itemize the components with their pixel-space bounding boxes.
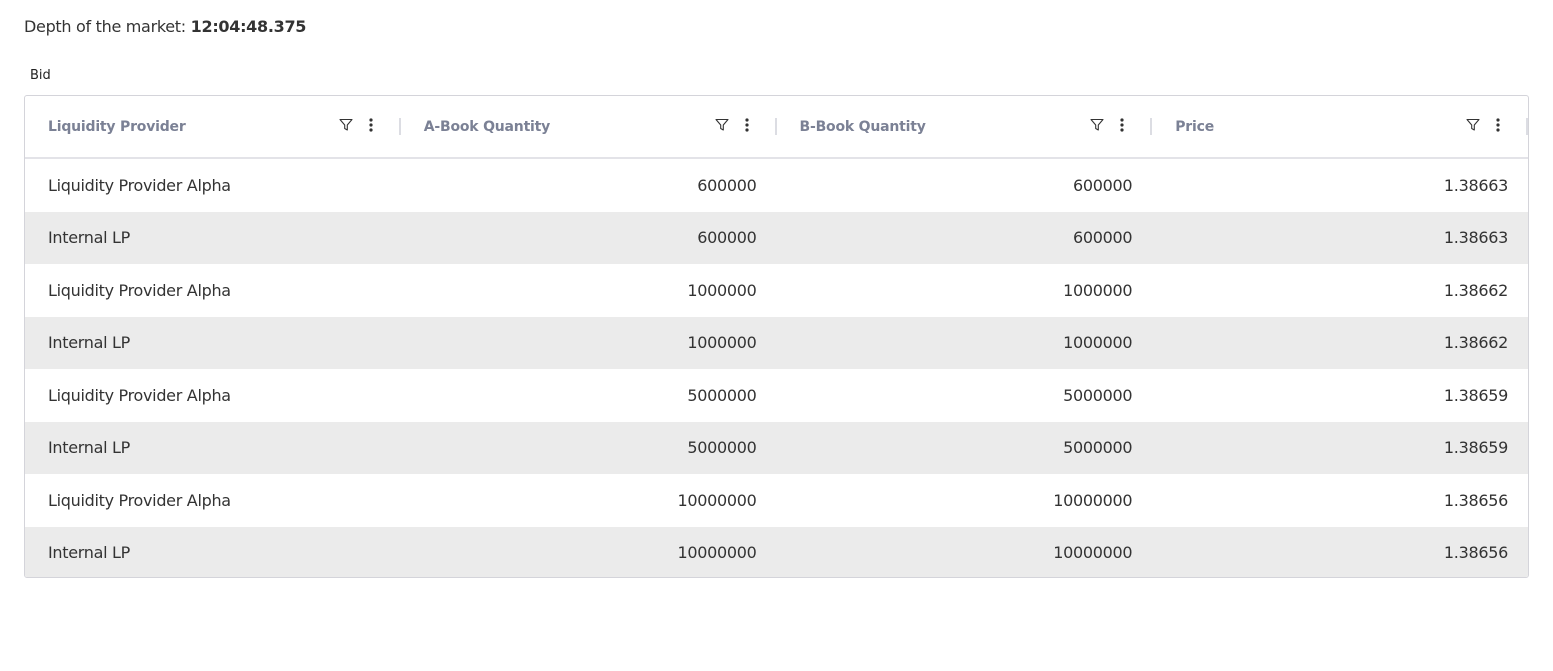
cell-price: 1.38663 — [1443, 175, 1508, 195]
bid-table: Liquidity Provider A-Book Quantity B-Boo… — [24, 95, 1529, 578]
kebab-menu-icon[interactable] — [369, 118, 373, 132]
column-resize-handle[interactable] — [398, 118, 401, 135]
cell-price: 1.38659 — [1443, 385, 1508, 405]
filter-icon[interactable] — [1090, 118, 1104, 132]
cell-b-book-quantity: 600000 — [1072, 175, 1133, 195]
cell-liquidity-provider: Liquidity Provider Alpha — [48, 175, 231, 195]
table-row[interactable]: Internal LP 10000000 10000000 1.38656 — [25, 526, 1528, 577]
cell-b-book-quantity: 10000000 — [1053, 543, 1133, 563]
table-row[interactable]: Liquidity Provider Alpha 600000 600000 1.38… — [25, 159, 1528, 212]
cell-price: 1.38662 — [1443, 333, 1508, 353]
column-header-a-book-quantity[interactable]: A-Book Quantity — [401, 96, 777, 157]
column-label: B-Book Quantity — [799, 118, 926, 135]
column-resize-handle[interactable] — [774, 118, 777, 135]
table-row[interactable]: Liquidity Provider Alpha 10000000 10000000… — [25, 474, 1528, 527]
bid-section-label: Bid — [30, 68, 51, 83]
table-row[interactable]: Liquidity Provider Alpha 1000000 1000000 1.… — [25, 264, 1528, 317]
table-row[interactable]: Liquidity Provider Alpha 5000000 5000000 1.… — [25, 369, 1528, 422]
cell-liquidity-provider: Internal LP — [48, 543, 131, 563]
table-row[interactable]: Internal LP 1000000 1000000 1.38662 — [25, 316, 1528, 369]
table-row[interactable]: Internal LP 600000 600000 1.38663 — [25, 211, 1528, 264]
cell-b-book-quantity: 1000000 — [1063, 333, 1133, 353]
cell-b-book-quantity: 600000 — [1072, 228, 1133, 248]
cell-a-book-quantity: 600000 — [697, 228, 757, 248]
kebab-menu-icon[interactable] — [1120, 118, 1124, 132]
column-label: Liquidity Provider — [48, 118, 186, 135]
table-body: Liquidity Provider Alpha 600000 600000 1.38… — [25, 159, 1528, 577]
column-header-b-book-quantity[interactable]: B-Book Quantity — [777, 96, 1153, 157]
column-label: A-Book Quantity — [423, 118, 551, 135]
page-title: Depth of the market: 12:04:48.375 — [24, 17, 306, 36]
cell-liquidity-provider: Internal LP — [48, 438, 131, 458]
cell-a-book-quantity: 10000000 — [677, 490, 757, 510]
kebab-menu-icon[interactable] — [744, 118, 749, 132]
filter-icon[interactable] — [1466, 118, 1480, 132]
cell-b-book-quantity: 10000000 — [1053, 490, 1133, 510]
cell-liquidity-provider: Liquidity Provider Alpha — [48, 490, 231, 510]
column-header-liquidity-provider[interactable]: Liquidity Provider — [25, 96, 401, 157]
market-timestamp: 12:04:48.375 — [190, 17, 307, 36]
cell-liquidity-provider: Internal LP — [48, 333, 131, 353]
cell-a-book-quantity: 10000000 — [677, 543, 757, 563]
cell-a-book-quantity: 1000000 — [687, 280, 757, 300]
cell-price: 1.38656 — [1443, 543, 1508, 563]
filter-icon[interactable] — [714, 118, 729, 132]
column-resize-handle[interactable] — [1526, 118, 1528, 135]
table-row[interactable]: Internal LP 5000000 5000000 1.38659 — [25, 421, 1528, 474]
cell-a-book-quantity: 1000000 — [687, 333, 757, 353]
kebab-menu-icon[interactable] — [1496, 118, 1500, 132]
cell-price: 1.38656 — [1443, 490, 1508, 510]
table-header: Liquidity Provider A-Book Quantity B-Boo… — [25, 96, 1528, 159]
column-header-price[interactable]: Price — [1152, 96, 1528, 157]
cell-liquidity-provider: Liquidity Provider Alpha — [48, 385, 231, 405]
cell-b-book-quantity: 5000000 — [1063, 385, 1133, 405]
column-resize-handle[interactable] — [1150, 118, 1153, 135]
cell-a-book-quantity: 5000000 — [687, 438, 757, 458]
column-label: Price — [1175, 118, 1215, 135]
cell-price: 1.38659 — [1443, 438, 1508, 458]
cell-liquidity-provider: Liquidity Provider Alpha — [48, 280, 231, 300]
cell-b-book-quantity: 5000000 — [1063, 438, 1133, 458]
cell-liquidity-provider: Internal LP — [48, 228, 131, 248]
cell-a-book-quantity: 5000000 — [687, 385, 757, 405]
title-label: Depth of the market: — [24, 17, 186, 36]
cell-price: 1.38662 — [1443, 280, 1508, 300]
cell-b-book-quantity: 1000000 — [1063, 280, 1133, 300]
filter-icon[interactable] — [339, 118, 353, 132]
cell-a-book-quantity: 600000 — [697, 175, 757, 195]
cell-price: 1.38663 — [1443, 228, 1508, 248]
